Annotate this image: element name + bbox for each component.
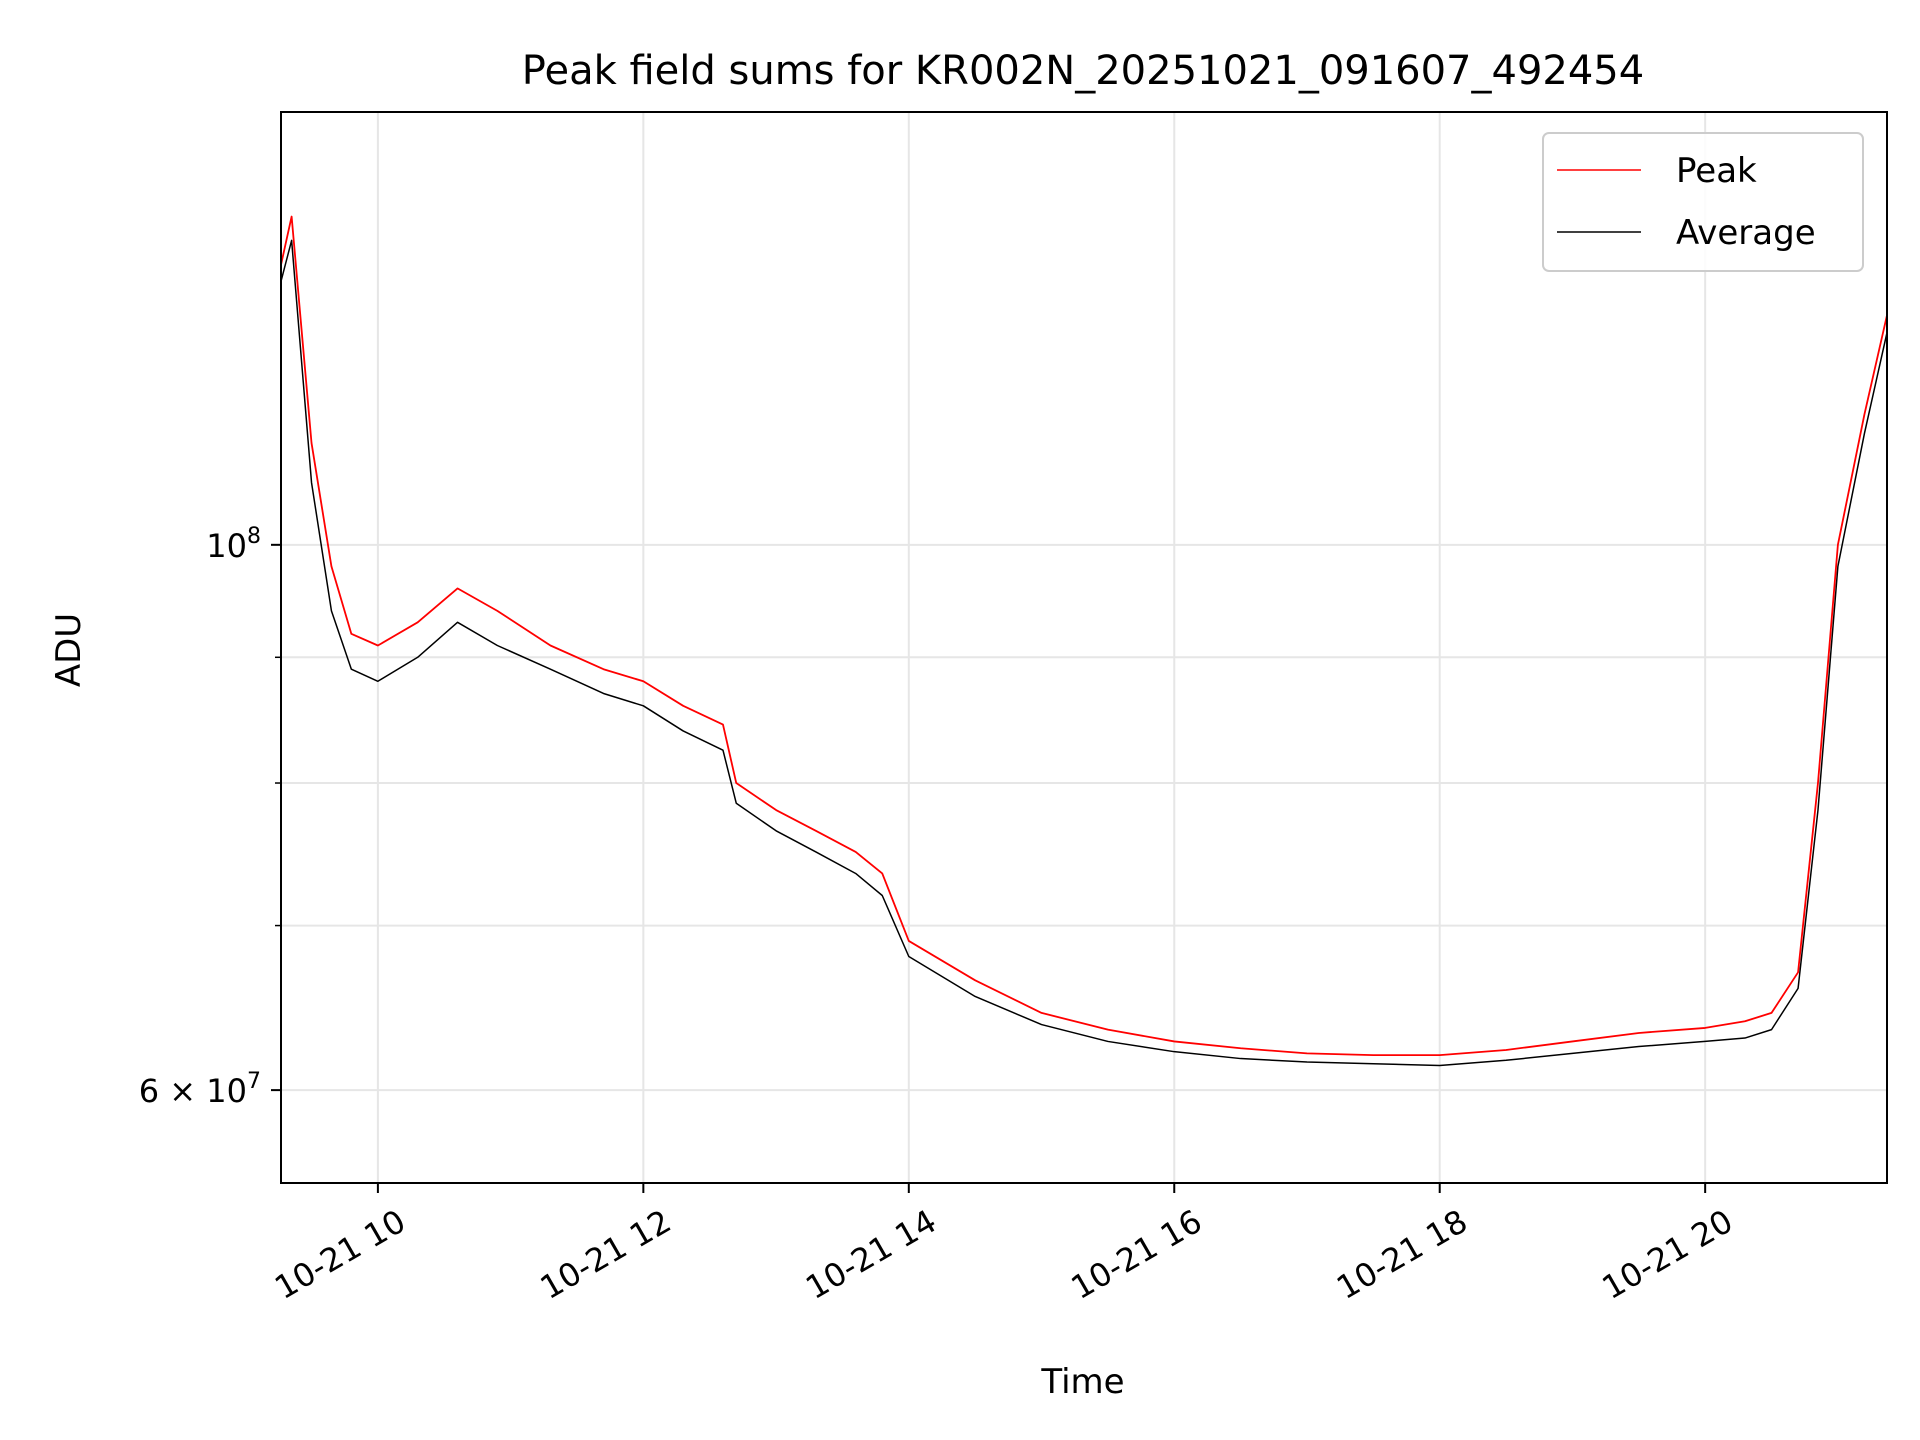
axes-frame <box>280 111 1888 1184</box>
chart-title: Peak field sums for KR002N_20251021_0916… <box>522 48 1644 94</box>
legend-peak-label: Peak <box>1676 151 1757 191</box>
series-layer <box>281 215 1887 1067</box>
y-axis-label: ADU <box>49 613 89 687</box>
legend: Peak Average <box>1542 132 1864 272</box>
y-tick-label: 108 <box>206 524 261 565</box>
legend-box <box>1542 132 1864 272</box>
grid <box>281 112 1887 1183</box>
legend-average-label: Average <box>1676 213 1816 253</box>
y-tick-label: 6 × 107 <box>139 1069 261 1110</box>
series-line-average <box>281 239 1887 1067</box>
series-line-peak <box>281 215 1887 1057</box>
x-axis-label: Time <box>1040 1362 1124 1402</box>
